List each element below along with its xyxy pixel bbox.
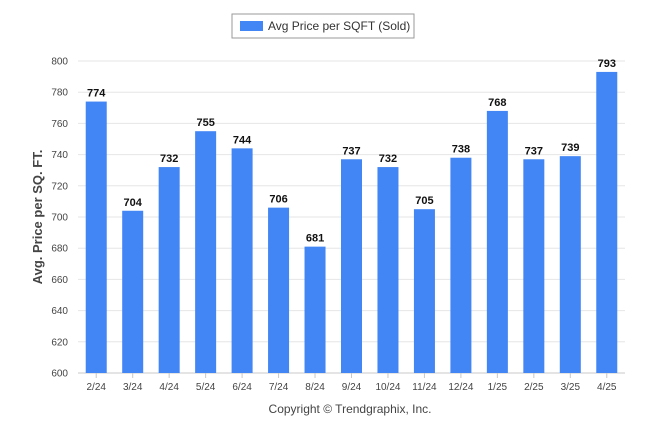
- x-tick-label: 2/24: [86, 382, 106, 393]
- data-label: 681: [306, 233, 324, 245]
- data-label: 704: [124, 197, 143, 209]
- bar: [268, 207, 290, 373]
- bar: [304, 246, 326, 373]
- x-tick-label: 10/24: [375, 382, 400, 393]
- y-tick-label: 600: [51, 369, 68, 380]
- x-tick-label: 9/24: [342, 382, 362, 393]
- x-tick-label: 3/25: [561, 382, 581, 393]
- x-tick-label: 4/25: [597, 382, 617, 393]
- y-tick-label: 620: [51, 337, 68, 348]
- y-tick-label: 740: [51, 150, 68, 161]
- bar: [231, 148, 253, 373]
- data-labels: 774 704 732 755 744 706 681 737 732 705 738 768 737 7…: [87, 58, 616, 245]
- y-tick-label: 800: [51, 57, 68, 68]
- data-label: 706: [269, 194, 287, 206]
- copyright-footer: Copyright © Trendgraphix, Inc.: [269, 402, 432, 416]
- x-tick-label: 3/24: [123, 382, 143, 393]
- bar: [122, 210, 144, 373]
- bars: [85, 71, 618, 374]
- bar: [158, 167, 180, 373]
- y-axis-ticks: 600 620 640 660 680 700 720 740 760 780 800: [51, 57, 68, 380]
- y-tick-label: 780: [51, 88, 68, 99]
- bar: [596, 71, 618, 374]
- bar: [341, 159, 362, 373]
- data-label: 705: [415, 195, 433, 207]
- bar: [85, 101, 107, 373]
- bar: [195, 131, 217, 373]
- y-tick-label: 700: [51, 213, 68, 224]
- y-tick-label: 640: [51, 306, 68, 317]
- data-label: 744: [233, 134, 252, 146]
- x-tick-label: 11/24: [412, 382, 437, 393]
- bar: [559, 156, 581, 373]
- bar: [523, 159, 545, 373]
- x-axis-ticks: 2/24 3/24 4/24 5/24 6/24 7/24 8/24 9/24 10/24 11/…: [86, 373, 617, 393]
- data-label: 755: [196, 117, 214, 129]
- bar: [486, 110, 508, 374]
- x-tick-label: 6/24: [232, 382, 252, 393]
- bar: [413, 209, 435, 373]
- bar: [450, 157, 472, 373]
- data-label: 737: [525, 145, 543, 157]
- data-label: 768: [488, 97, 506, 109]
- data-label: 774: [87, 88, 106, 100]
- data-label: 732: [379, 153, 397, 165]
- x-tick-label: 5/24: [196, 382, 216, 393]
- chart-legend: Avg Price per SQFT (Sold): [231, 13, 415, 39]
- x-tick-label: 2/25: [524, 382, 544, 393]
- data-label: 739: [561, 142, 579, 154]
- x-tick-label: 7/24: [269, 382, 289, 393]
- y-axis-label: Avg. Price per SQ. FT.: [30, 150, 45, 285]
- y-tick-label: 720: [51, 181, 68, 192]
- data-label: 732: [160, 153, 178, 165]
- x-tick-label: 4/24: [159, 382, 179, 393]
- x-tick-label: 1/25: [488, 382, 508, 393]
- legend-swatch: [240, 21, 263, 31]
- y-tick-label: 760: [51, 119, 68, 130]
- data-label: 738: [452, 144, 470, 156]
- y-tick-label: 660: [51, 275, 68, 286]
- x-tick-label: 8/24: [305, 382, 325, 393]
- bar: [377, 167, 399, 373]
- data-label: 793: [598, 58, 616, 70]
- x-tick-label: 12/24: [448, 382, 473, 393]
- y-tick-label: 680: [51, 244, 68, 255]
- data-label: 737: [342, 145, 360, 157]
- legend-label: Avg Price per SQFT (Sold): [268, 19, 410, 33]
